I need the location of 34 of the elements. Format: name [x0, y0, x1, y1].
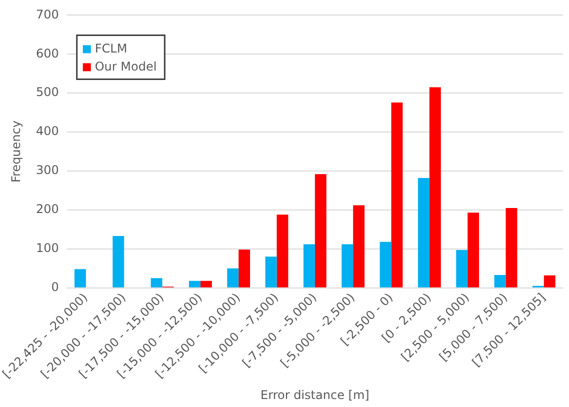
y-tick-label: 0: [51, 280, 59, 294]
y-tick-label: 100: [36, 241, 59, 256]
bar: [342, 244, 354, 288]
bar: [418, 178, 430, 288]
y-tick-label: 600: [36, 46, 59, 60]
bar: [238, 250, 250, 288]
bar: [468, 212, 480, 288]
bar: [353, 205, 365, 288]
bar: [276, 214, 288, 288]
bar: [188, 280, 200, 288]
y-tick-label: 700: [36, 7, 59, 22]
bar: [200, 280, 212, 288]
bar: [303, 244, 315, 288]
y-tick-label: 200: [36, 202, 59, 216]
bar: [506, 208, 518, 288]
x-axis-title: Error distance [m]: [260, 388, 370, 402]
y-tick-label: 500: [36, 85, 59, 100]
bar: [380, 242, 392, 288]
bar: [494, 274, 506, 288]
y-axis-title: Frequency: [8, 120, 23, 183]
bar: [429, 87, 441, 288]
legend-label: FCLM: [94, 41, 128, 56]
bar: [544, 275, 556, 288]
y-tick-label: 400: [36, 124, 59, 138]
bar: [150, 278, 162, 288]
bar: [227, 268, 239, 288]
y-tick-label: 300: [36, 163, 59, 178]
bar: [314, 174, 326, 288]
legend-label: Our Model: [94, 59, 157, 74]
bar: [391, 102, 403, 288]
bar: [74, 269, 86, 288]
bar: [112, 236, 124, 288]
bar: [456, 250, 468, 288]
bar: [265, 256, 277, 288]
